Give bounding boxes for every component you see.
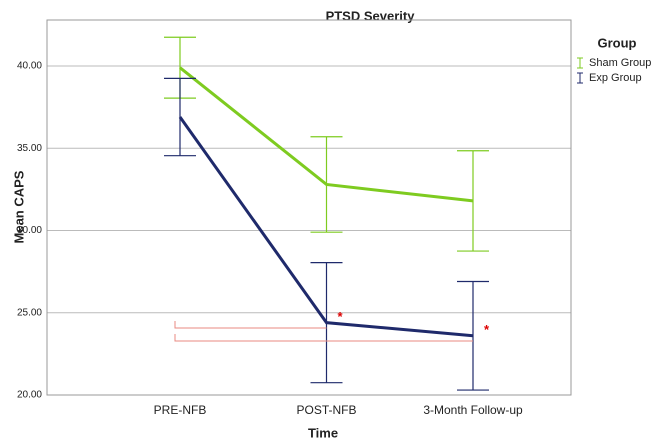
significance-bracket	[174, 334, 473, 342]
significance-marker: *	[338, 309, 344, 324]
significance-bracket	[174, 321, 327, 329]
legend-swatch	[577, 57, 583, 69]
y-tick-label: 25.00	[17, 307, 42, 318]
series-line	[178, 116, 474, 338]
series-line	[179, 66, 474, 203]
x-axis-title: Time	[308, 425, 338, 440]
y-tick-label: 40.00	[17, 61, 42, 72]
legend-swatch	[577, 72, 583, 84]
legend-label: Sham Group	[589, 57, 651, 69]
y-tick-label: 35.00	[17, 143, 42, 154]
y-axis-title: Mean CAPS	[11, 170, 26, 243]
x-tick-label: 3-Month Follow-up	[423, 403, 523, 417]
x-tick-label: PRE-NFB	[154, 403, 207, 417]
y-tick-label: 20.00	[17, 390, 42, 401]
chart-title: PTSD Severity	[326, 8, 416, 23]
significance-marker: *	[484, 322, 490, 337]
x-tick-label: POST-NFB	[296, 403, 356, 417]
y-tick-label: 30.00	[17, 225, 42, 236]
error-bar	[457, 280, 489, 391]
plot-frame	[46, 19, 572, 396]
error-bar	[457, 150, 489, 252]
legend-label: Exp Group	[589, 72, 642, 84]
legend-title: Group	[598, 35, 637, 50]
